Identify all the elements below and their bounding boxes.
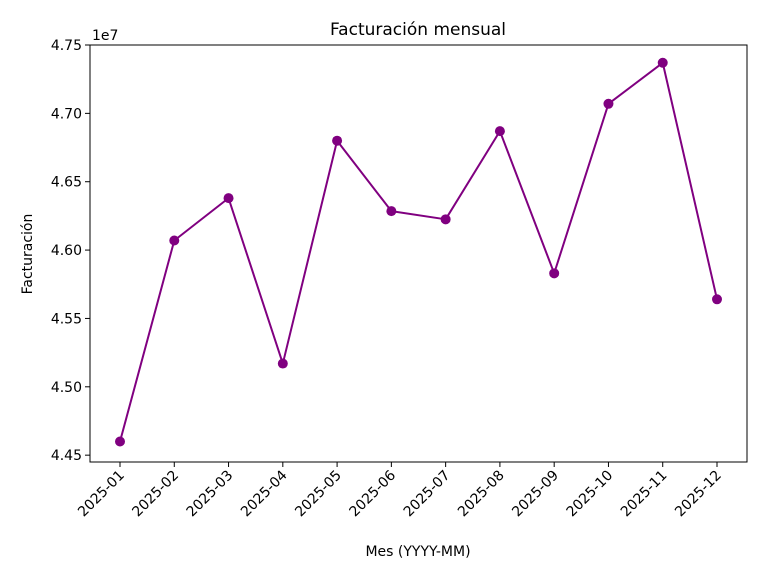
- plot-area: [89, 44, 748, 463]
- y-tick-label: 4.75: [51, 38, 82, 54]
- data-point: [494, 126, 505, 137]
- series-layer: [115, 57, 722, 447]
- y-offset-label: 1e7: [92, 28, 118, 44]
- data-point: [332, 135, 343, 146]
- x-tick-label: 2025-02: [129, 468, 182, 521]
- x-tick-label: 2025-07: [401, 468, 454, 521]
- chart-title: Facturación mensual: [330, 20, 506, 40]
- y-tick-label: 4.55: [51, 311, 82, 327]
- x-tick-label: 2025-03: [184, 468, 237, 521]
- data-point: [549, 268, 560, 279]
- y-tick-label: 4.65: [51, 175, 82, 191]
- data-point: [277, 358, 288, 369]
- y-tick-label: 4.50: [51, 380, 82, 396]
- series-line: [119, 61, 718, 442]
- data-point: [169, 235, 180, 246]
- x-tick-label: 2025-04: [238, 467, 291, 520]
- x-tick-label: 2025-06: [347, 467, 400, 520]
- x-tick-label: 2025-12: [672, 468, 725, 521]
- x-tick-label: 2025-01: [75, 468, 128, 521]
- y-tick-label: 4.45: [51, 448, 82, 464]
- data-point: [115, 436, 125, 447]
- data-point: [223, 193, 234, 204]
- data-point: [712, 294, 722, 305]
- x-tick-label: 2025-11: [618, 468, 671, 521]
- x-tick-label: 2025-05: [292, 468, 345, 521]
- data-point: [386, 206, 397, 217]
- data-point: [603, 98, 614, 109]
- y-axis-label: Facturación: [20, 214, 36, 295]
- x-tick-label: 2025-08: [455, 468, 508, 521]
- data-point: [440, 214, 451, 225]
- y-tick-label: 4.70: [51, 106, 82, 122]
- y-tick-label: 4.60: [51, 243, 82, 259]
- x-tick-label: 2025-10: [564, 468, 617, 521]
- data-point: [657, 57, 668, 68]
- x-axis-label: Mes (YYYY-MM): [365, 544, 470, 560]
- x-tick-label: 2025-09: [509, 468, 562, 521]
